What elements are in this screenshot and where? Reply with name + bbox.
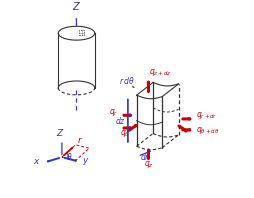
Text: $q_{z}$: $q_{z}$ <box>144 159 154 170</box>
Text: $q_{r+dr}$: $q_{r+dr}$ <box>195 110 216 121</box>
Text: $r\, d\theta$: $r\, d\theta$ <box>118 75 134 86</box>
Text: $r$: $r$ <box>77 135 83 145</box>
Text: $q_{r}$: $q_{r}$ <box>109 107 118 118</box>
Text: $x$: $x$ <box>33 157 41 167</box>
Text: $Z$: $Z$ <box>72 0 81 12</box>
Text: $Z$: $Z$ <box>56 127 65 138</box>
Text: $dz$: $dz$ <box>115 115 125 126</box>
Text: $dr$: $dr$ <box>139 150 149 162</box>
Text: $q_{\theta+d\theta}$: $q_{\theta+d\theta}$ <box>195 125 218 136</box>
Text: $y$: $y$ <box>82 156 90 167</box>
Text: $q_{z+dz}$: $q_{z+dz}$ <box>149 67 171 78</box>
Text: $q_{\theta}$: $q_{\theta}$ <box>119 128 129 139</box>
Text: $\theta$: $\theta$ <box>66 151 72 162</box>
